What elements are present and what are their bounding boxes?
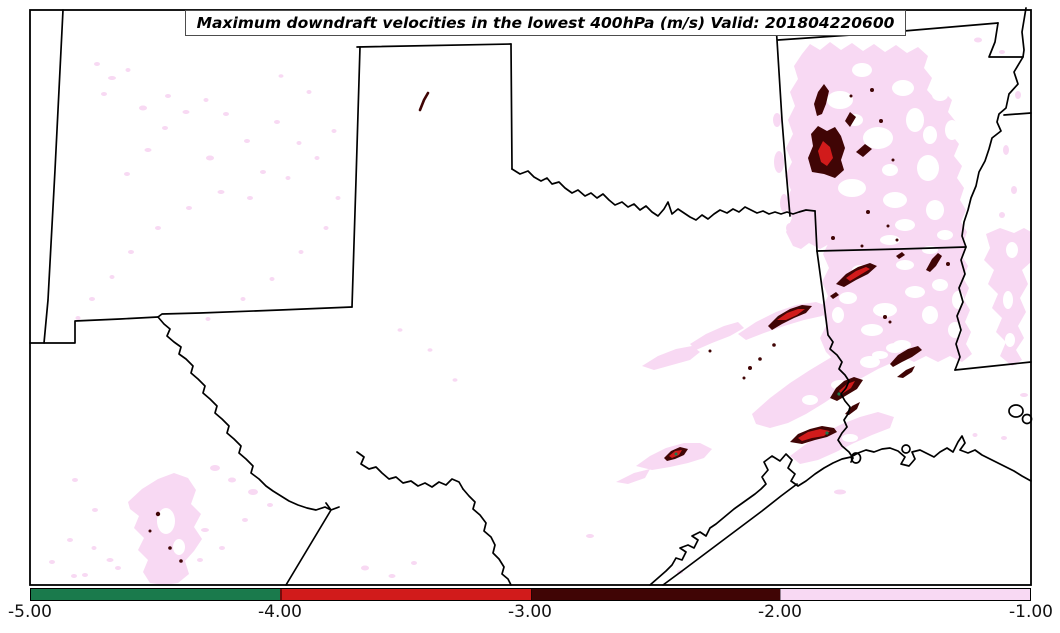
texas-new-mexico-32n-border: [157, 306, 353, 318]
pink-speckles-west-texas: [49, 328, 846, 578]
colorbar-tick-label: -5.00: [8, 602, 52, 622]
tennessee-mississippi-border: [1003, 112, 1032, 116]
red-river-texas-oklahoma-border: [511, 168, 816, 221]
texas-panhandle-top-border: [356, 43, 512, 48]
new-mexico-south-border: [29, 316, 159, 344]
mississippi-river: [954, 7, 1027, 371]
louisiana-mississippi-31n-border: [954, 361, 1032, 371]
green-downdraft-specks: [674, 392, 841, 456]
pecos-amistad-reservoir: [356, 451, 464, 490]
sabine-lake: [850, 452, 862, 464]
new-mexico-texas-border: [351, 46, 361, 308]
state-and-water-borders: [29, 7, 1033, 586]
colorbar-segment-pink: [780, 589, 1030, 600]
gulf-coastline: [649, 435, 1032, 586]
missouri-bootheel-border: [988, 22, 1024, 58]
maroon-core-arkansas-streak: [814, 84, 829, 116]
colorbar-tick-label: -2.00: [758, 602, 802, 622]
colorbar-segment-maroon: [530, 589, 781, 600]
barrier-island: [662, 483, 798, 586]
red-downdraft-cores: [669, 141, 870, 458]
new-mexico-west-border: [43, 9, 64, 344]
plot-title: Maximum downdraft velocities in the lowe…: [196, 14, 895, 32]
pink-speckles-new-mexico: [75, 62, 341, 321]
arkansas-louisiana-border: [816, 246, 967, 252]
colorbar-tick-label: -4.00: [258, 602, 302, 622]
maroon-streak-panhandle: [418, 91, 430, 112]
red-core-arkansas: [818, 141, 833, 166]
texas-arkansas-border: [814, 210, 818, 252]
red-core-ne-texas: [777, 309, 805, 320]
rio-grande-lower: [462, 488, 512, 586]
plot-title-box: Maximum downdraft velocities in the lowe…: [185, 10, 906, 36]
colorbar-segment-red: [279, 589, 531, 600]
calcasieu-lake: [901, 444, 911, 454]
texas-panhandle-east-border: [510, 43, 513, 170]
rio-grande-upper: [157, 316, 340, 586]
colorbar-tick-label: -1.00: [1009, 602, 1053, 622]
texas-louisiana-border-sabine-river: [816, 250, 854, 463]
colorbar: [30, 588, 1031, 601]
pink-speckles-right-edge: [972, 37, 1028, 440]
lake-pontchartrain: [1008, 404, 1024, 418]
colorbar-segment-green: [31, 589, 280, 600]
colorbar-tick-label: -3.00: [508, 602, 552, 622]
